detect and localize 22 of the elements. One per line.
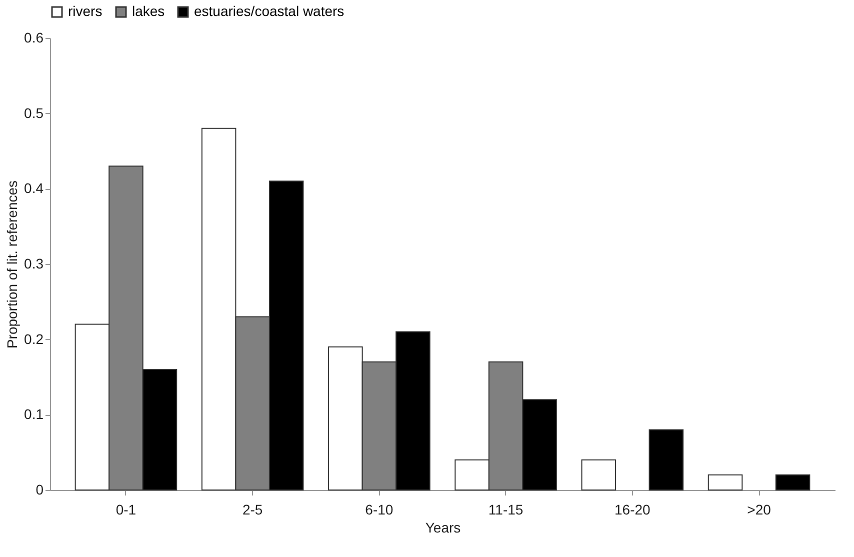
legend-label: rivers bbox=[68, 3, 102, 19]
y-tick-label: 0.6 bbox=[24, 30, 44, 46]
y-tick-label: 0.5 bbox=[24, 104, 44, 121]
x-tick-label: 16-20 bbox=[614, 502, 651, 518]
bar bbox=[708, 474, 743, 490]
y-tick-label: 0.1 bbox=[24, 406, 44, 422]
x-tick-label: 11-15 bbox=[488, 502, 524, 518]
y-tick-label: 0.3 bbox=[24, 256, 44, 272]
x-tick-label: >20 bbox=[747, 502, 772, 518]
x-tick-label: 2-5 bbox=[242, 502, 263, 518]
y-tick-label: 0.4 bbox=[24, 180, 44, 196]
legend-label: estuaries/coastal waters bbox=[194, 3, 344, 19]
x-tick-label: 6-10 bbox=[365, 502, 394, 518]
y-tick-label: 0.2 bbox=[24, 330, 44, 347]
y-tick-label: 0 bbox=[36, 482, 44, 498]
bar bbox=[648, 429, 684, 490]
legend-label: lakes bbox=[132, 3, 165, 19]
x-tick-label: 0-1 bbox=[116, 502, 136, 518]
x-axis-title: Years bbox=[425, 520, 461, 536]
y-axis-title: Proportion of lit. references bbox=[4, 180, 20, 349]
bar bbox=[775, 474, 810, 490]
bar bbox=[581, 459, 616, 490]
